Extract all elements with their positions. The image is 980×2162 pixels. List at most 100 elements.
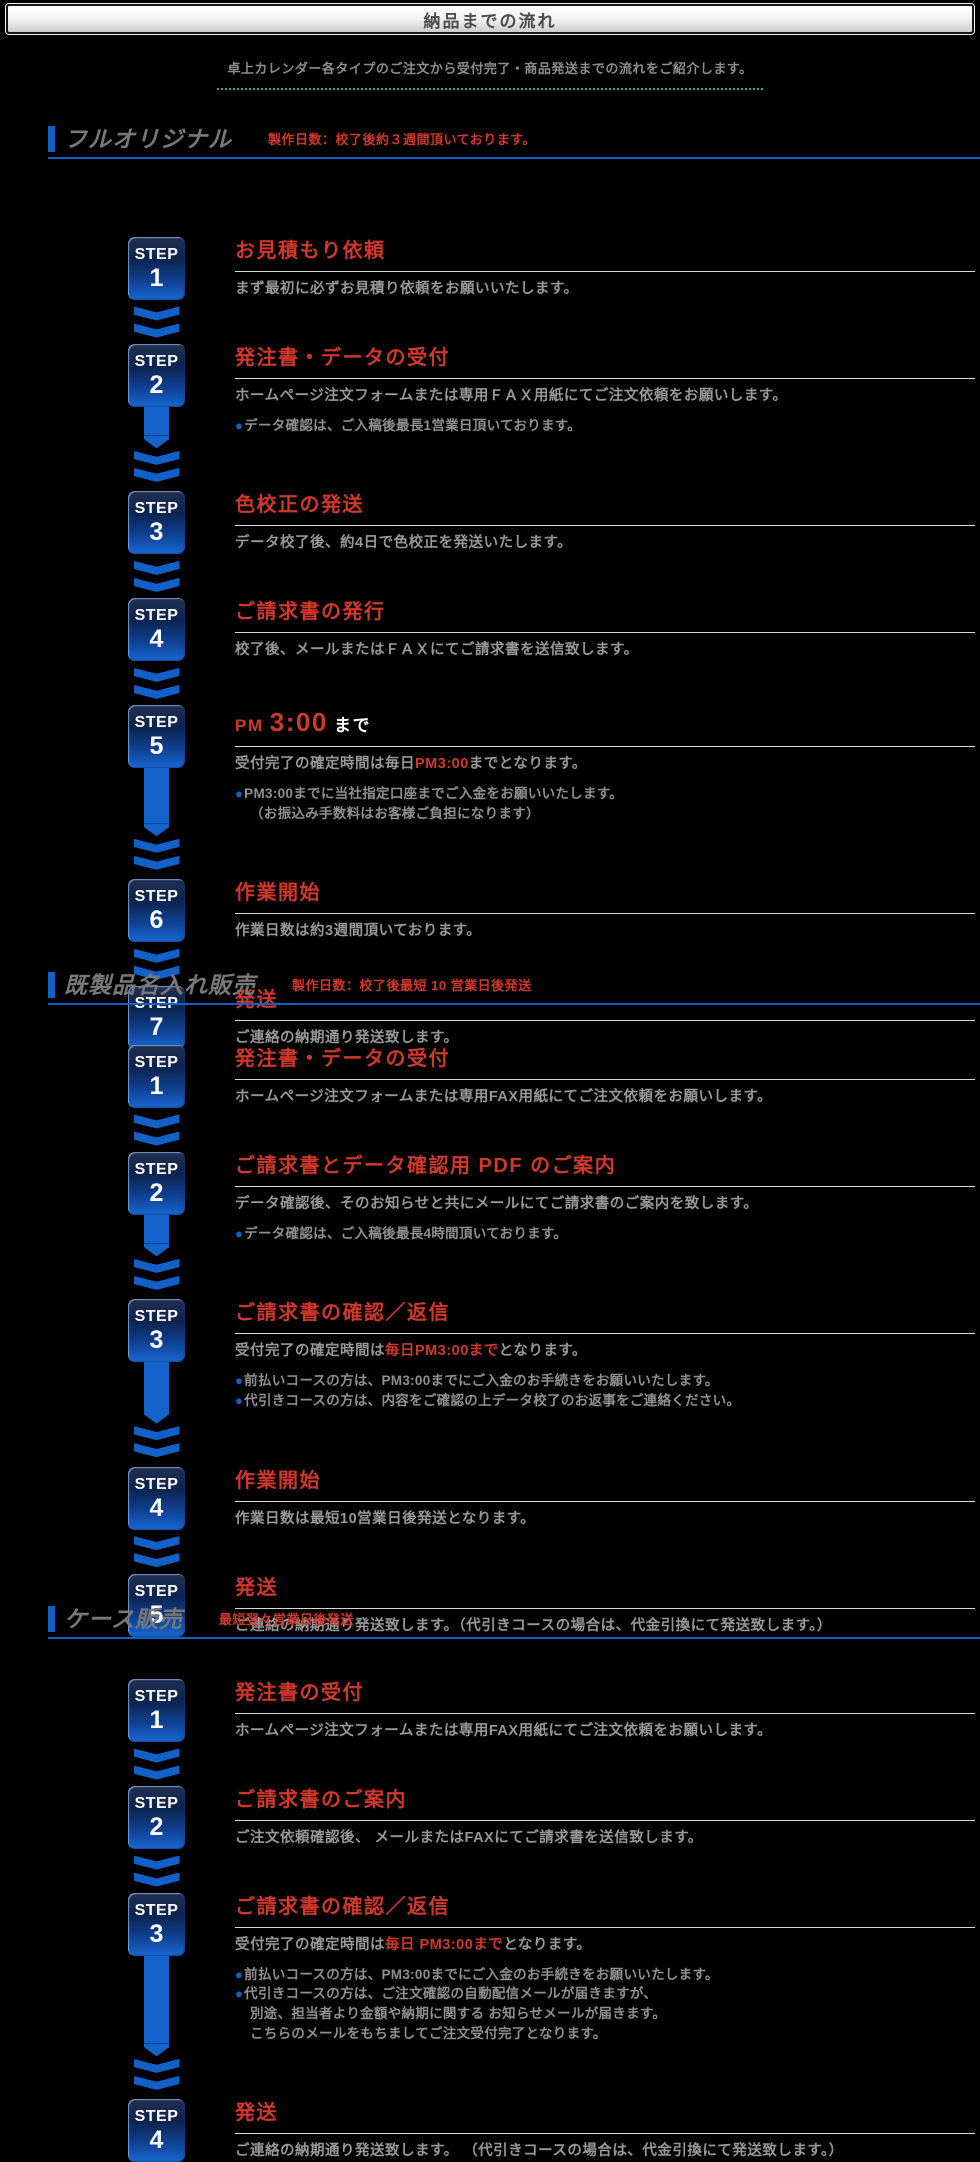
flow-section: 既製品名入れ販売 製作日数：校了後最短 10 営業日後発送 STEP 1 発注書・データ… <box>0 972 980 1637</box>
step-badge-label: STEP <box>134 2108 179 2126</box>
step-description-segment: となります。 <box>498 1343 587 1360</box>
step-content: PM 3:00 まで 受付完了の確定時間は毎日PM3:00までとなります。 ●PM3… <box>235 705 975 823</box>
step-title: お見積もり依頼 <box>235 240 975 272</box>
step-badge-label: STEP <box>134 246 179 263</box>
step-content: ご請求書の確認／返信 受付完了の確定時間は毎日 PM3:00までとなります。 ●前払… <box>235 1893 975 2043</box>
step-title-segment: 作業開始 <box>235 1469 321 1492</box>
step-badge: STEP 3 <box>128 1299 185 1363</box>
step-list: STEP 1 お見積もり依頼 まず最初に必ずお見積り依頼をお願いいたします。 STEP 2… <box>128 237 975 1050</box>
chevron-shape <box>133 1536 180 1551</box>
step-badge-number: 4 <box>149 625 164 654</box>
step-description-segment: となります。 <box>503 1937 592 1953</box>
flow-arrow-down-icon <box>128 2043 185 2091</box>
step-badge: STEP 1 <box>128 1679 185 1742</box>
step-badge: STEP 5 <box>128 1573 185 1637</box>
flow-arrow-tail-point <box>144 823 169 837</box>
step-badge: STEP 3 <box>128 1893 185 1956</box>
step-content: 発送 ご連絡の納期通り発送致します。 （代引きコースの場合は、代金引換にて発送致し… <box>235 2099 975 2162</box>
step-description: 受付完了の確定時間は毎日 PM3:00までとなります。 <box>235 1936 975 1956</box>
step-content: 発注書の受付 ホームページ注文フォームまたは専用FAX用紙にてご注文依頼をお願いし… <box>235 1679 975 1742</box>
step-badge-column: STEP 3 <box>128 491 185 555</box>
chevron-shape <box>133 1765 180 1780</box>
step-description: 作業日数は約3週間頂いております。 <box>235 922 975 942</box>
step: STEP 5 PM 3:00 まで 受付完了の確定時間は毎日PM3:00までとなります… <box>128 705 975 824</box>
step-description-segment: ご連絡の納期通り発送致します。 <box>235 1030 459 1047</box>
step: STEP 7 発送 ご連絡の納期通り発送致します。 <box>128 986 975 1050</box>
step: STEP 5 発送 ご連絡の納期通り発送致します。（代引きコースの場合は、代金引換にて… <box>128 1573 975 1637</box>
step-badge-label: STEP <box>134 1582 179 1600</box>
note-line: 別途、担当者より金額や納期に関する お知らせメールが届きます。 <box>235 2004 975 2024</box>
step-badge-column: STEP 1 <box>128 237 185 300</box>
flow-arrow-down-icon <box>128 1243 185 1291</box>
step-title-segment: 3:00 <box>269 707 328 738</box>
step-badge-column: STEP 5 <box>128 1573 185 1637</box>
chevron-shape <box>133 1748 180 1763</box>
step-badge-label: STEP <box>134 500 179 518</box>
note-text: 代引きコースの方は、内容をご確認の上データ校了のお返事をご連絡ください。 <box>244 1392 741 1408</box>
note-line: ●代引きコースの方は、ご注文確認の自動配信メールが届きますが、 <box>235 1984 975 2004</box>
note-text: こちらのメールをもちましてご注文受付完了となります。 <box>250 2025 607 2041</box>
step-badge: STEP 3 <box>128 491 185 555</box>
step-content: 発送 ご連絡の納期通り発送致します。 <box>235 986 975 1049</box>
flow-arrow-down-icon <box>128 435 185 483</box>
chevron-shape <box>133 1131 180 1146</box>
step-description-segment: 毎日PM3:00まで <box>385 1343 499 1360</box>
flow-arrow-tail-point <box>144 435 169 449</box>
chevron-shape <box>133 1275 180 1290</box>
step-title-segment: 発送 <box>235 1576 278 1599</box>
flow-arrow-tail-point <box>144 2043 169 2057</box>
step-notes: ●前払いコースの方は、PM3:00までにご入金のお手続きをお願いいたします。 ●代… <box>235 1371 975 1411</box>
step-badge-label: STEP <box>134 1054 179 1071</box>
step: STEP 3 色校正の発送 データ校了後、約4日で色校正を発送いたします。 <box>128 491 975 555</box>
step-badge: STEP 4 <box>128 1466 185 1530</box>
section-accent-bar-icon <box>48 126 55 152</box>
step-badge-column: STEP 4 <box>128 598 185 662</box>
step-notes: ●前払いコースの方は、PM3:00までにご入金のお手続きをお願いいたします。 ●代… <box>235 1965 975 2044</box>
step-badge-column: STEP 4 <box>128 1466 185 1530</box>
flow-arrow-tail-point <box>144 1243 169 1257</box>
step-description-segment: 作業日数は最短10営業日後発送となります。 <box>235 1510 536 1527</box>
chevron-shape <box>133 467 180 482</box>
step-badge-label: STEP <box>134 1902 179 1919</box>
step-content: 発注書・データの受付 ホームページ注文フォームまたは専用ＦＡＸ用紙にてご注文依頼を… <box>235 344 975 435</box>
chevron-shape <box>133 2058 180 2073</box>
note-text: 別途、担当者より金額や納期に関する お知らせメールが届きます。 <box>250 2006 667 2022</box>
step: STEP 2 発注書・データの受付 ホームページ注文フォームまたは専用ＦＡＸ用紙にてご… <box>128 344 975 436</box>
note-text: 前払いコースの方は、PM3:00までにご入金のお手続きをお願いいたします。 <box>244 1966 719 1982</box>
chevron-shape <box>133 1258 180 1273</box>
chevron-shape <box>133 1443 180 1458</box>
chevron-shape <box>133 577 180 592</box>
note-line: ●データ確認は、ご入稿後最長1営業日頂いております。 <box>235 416 975 436</box>
step-description-segment: 作業日数は約3週間頂いております。 <box>235 923 482 940</box>
step-content: ご請求書の発行 校了後、メールまたはＦＡＸにてご請求書を送信致します。 <box>235 598 975 661</box>
flow-arrow-tail <box>144 1956 169 2044</box>
step-badge-column: STEP 6 <box>128 879 185 943</box>
flow-arrow-tail <box>144 1215 169 1244</box>
step-badge-label: STEP <box>134 1308 179 1326</box>
step-title-segment: 発注書・データの受付 <box>235 347 450 369</box>
step-badge-number: 3 <box>149 518 164 547</box>
step-title-segment: PM <box>235 716 270 736</box>
step-description: 校了後、メールまたはＦＡＸにてご請求書を送信致します。 <box>235 641 975 661</box>
section-title: フルオリジナル <box>64 125 232 152</box>
section-header: フルオリジナル 製作日数：校了後約３週間頂いております。 <box>48 126 980 159</box>
section-lead-time-note: 最短翌々営業日後発送 <box>218 1612 354 1627</box>
step-content: ご請求書の確認／返信 受付完了の確定時間は毎日PM3:00までとなります。 ●前払い… <box>235 1299 975 1410</box>
chevron-shape <box>133 560 180 575</box>
chevron-shape <box>133 1114 180 1129</box>
step-title-segment: まで <box>327 716 372 736</box>
step-title-segment: お見積もり依頼 <box>235 240 386 262</box>
step-content: 発送 ご連絡の納期通り発送致します。（代引きコースの場合は、代金引換にて発送致しま… <box>235 1574 975 1637</box>
bullet-icon: ● <box>235 1372 244 1388</box>
section-lead-time-note: 製作日数：校了後約３週間頂いております。 <box>268 132 536 147</box>
step-description-segment: データ校了後、約4日で色校正を発送いたします。 <box>235 535 573 552</box>
flow-arrow-down-icon <box>128 1747 185 1781</box>
step-title: 発注書の受付 <box>235 1682 975 1714</box>
bullet-icon: ● <box>235 1986 244 2002</box>
flow-arrow-down-icon <box>128 823 185 871</box>
note-line: ●データ確認は、ご入稿後最長4時間頂いております。 <box>235 1224 975 1244</box>
step-content: ご請求書のご案内 ご注文依頼確認後、 メールまたはFAXにてご請求書を送信致します… <box>235 1786 975 1849</box>
note-line: ●前払いコースの方は、PM3:00までにご入金のお手続きをお願いいたします。 <box>235 1965 975 1985</box>
flow-arrow-down-icon <box>128 947 185 981</box>
step-title: ご請求書の確認／返信 <box>235 1302 975 1335</box>
